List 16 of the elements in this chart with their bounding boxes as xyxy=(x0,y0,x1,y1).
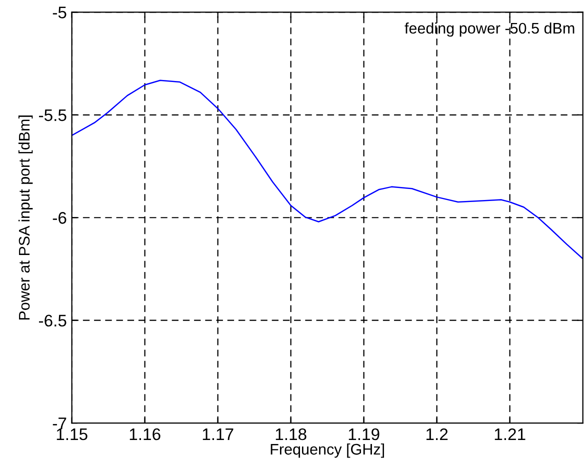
y-axis-title: Power at PSA input port [dBm] xyxy=(18,116,33,320)
x-axis-title: Frequency [GHz] xyxy=(270,443,384,458)
x-tick-label: 1.18 xyxy=(276,428,306,440)
x-tick-label: 1.19 xyxy=(348,428,380,440)
annotation: feeding power -50.5 dBm xyxy=(404,22,574,37)
x-tick-label: 1.21 xyxy=(494,428,526,440)
x-tick-label: 1.17 xyxy=(202,428,234,440)
y-tick-label: -6 xyxy=(52,212,66,224)
line-series xyxy=(72,80,583,260)
y-tick-label: -7 xyxy=(52,418,66,430)
y-tick-label: -6.5 xyxy=(38,314,66,327)
y-tick-label: -5 xyxy=(52,6,66,18)
x-tick-label: 1.15 xyxy=(56,428,88,440)
x-tick-label: 1.2 xyxy=(426,428,448,440)
x-tick-label: 1.16 xyxy=(130,428,160,440)
y-tick-label: -5.5 xyxy=(38,109,66,122)
